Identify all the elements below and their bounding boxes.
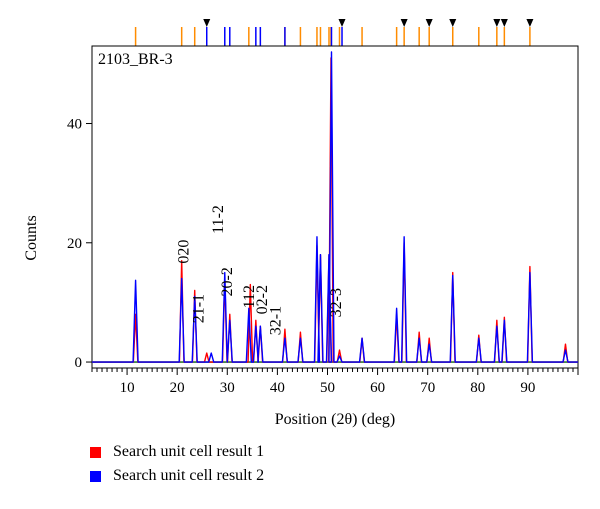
arrow-marker bbox=[449, 19, 457, 27]
peak-annotation: 32-3 bbox=[328, 288, 345, 317]
y-axis-title: Counts bbox=[23, 215, 40, 260]
x-tick-label: 70 bbox=[420, 380, 435, 396]
series-line-2 bbox=[92, 51, 578, 363]
x-tick-label: 60 bbox=[370, 380, 385, 396]
legend-item-series-1: Search unit cell result 1 bbox=[90, 440, 264, 464]
arrow-marker bbox=[493, 19, 501, 27]
y-tick-label: 20 bbox=[67, 236, 82, 252]
reflection-ticks bbox=[134, 19, 534, 46]
arrow-marker bbox=[338, 19, 346, 27]
plot-border bbox=[91, 45, 579, 369]
legend: Search unit cell result 1 Search unit ce… bbox=[90, 440, 264, 488]
legend-swatch-blue bbox=[90, 470, 101, 482]
peak-annotation: 020 bbox=[176, 240, 193, 264]
legend-item-series-2: Search unit cell result 2 bbox=[90, 464, 264, 488]
legend-label: Search unit cell result 2 bbox=[113, 467, 265, 484]
legend-swatch-red bbox=[90, 446, 101, 458]
legend-label: Search unit cell result 1 bbox=[113, 443, 265, 460]
peak-annotation: 11-2 bbox=[210, 205, 227, 234]
y-tick-label: 40 bbox=[67, 117, 82, 133]
series-layer bbox=[92, 51, 578, 363]
peak-annotation: 20-2 bbox=[219, 267, 236, 296]
x-axis-title: Position (2θ) (deg) bbox=[275, 411, 396, 428]
peak-annotation: 21-1 bbox=[191, 294, 208, 323]
peak-annotation: 02-2 bbox=[254, 285, 271, 314]
arrow-marker bbox=[203, 19, 211, 27]
x-tick-label: 30 bbox=[220, 380, 235, 396]
x-tick-label: 40 bbox=[270, 380, 285, 396]
x-tick-label: 80 bbox=[470, 380, 485, 396]
y-tick-label: 0 bbox=[75, 355, 83, 371]
x-tick-label: 50 bbox=[320, 380, 335, 396]
arrow-marker bbox=[400, 19, 408, 27]
sample-label: 2103_BR-3 bbox=[98, 51, 173, 68]
peak-annotation: 112 bbox=[241, 285, 258, 308]
x-tick-label: 10 bbox=[120, 380, 135, 396]
arrow-marker bbox=[500, 19, 508, 27]
arrow-marker bbox=[425, 19, 433, 27]
x-tick-label: 20 bbox=[170, 380, 185, 396]
plot-frame bbox=[91, 45, 579, 369]
peak-annotation: 32-1 bbox=[267, 306, 284, 335]
x-tick-label: 90 bbox=[520, 380, 535, 396]
arrow-marker bbox=[526, 19, 534, 27]
